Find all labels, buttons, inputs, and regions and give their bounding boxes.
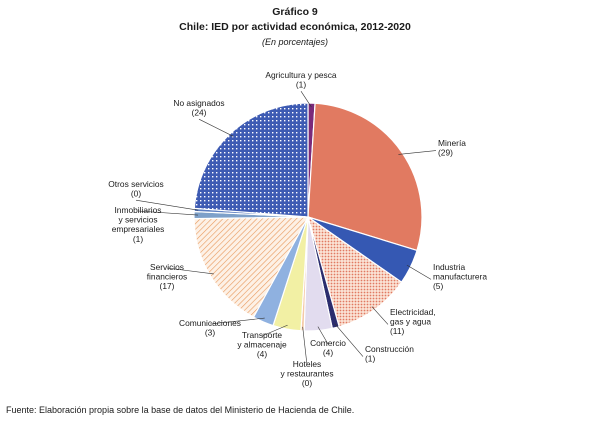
pie-slice-3 [306,215,403,328]
pie-slice-9 [193,216,310,318]
slice-label-6: Hoteles y restaurantes (0) [280,359,333,388]
slice-label-2: Industria manufacturera (5) [433,262,487,291]
pie-slice-12 [193,102,309,218]
leader-line-9 [166,267,214,275]
slice-label-11: Otros servicios (0) [108,179,163,199]
leader-line-2 [406,264,432,280]
leader-line-10 [137,210,199,216]
leader-line-8 [209,317,265,325]
leader-line-11 [135,199,199,211]
leader-line-3 [371,306,389,325]
leader-line-4 [334,323,364,357]
slice-label-5: Comercio (4) [310,338,346,358]
chart-title: Chile: IED por actividad económica, 2012… [179,21,411,33]
chart-source-note: Fuente: Elaboración propia sobre la base… [6,405,355,415]
leader-line-5 [317,326,329,345]
slice-label-4: Construcción (1) [365,344,414,364]
slice-label-10: Inmobiliarios y servicios empresariales (1) [112,205,165,244]
leader-line-6 [302,326,308,366]
pie-slice-1 [307,102,423,252]
slice-label-9: Servicios financieros (17) [147,262,188,291]
pie-chart: Agricultura y pesca (1) Minería (29) Industr… [108,70,487,388]
leader-line-12 [198,118,234,137]
slice-label-8: Comunicaciones (3) [179,318,241,338]
slice-label-7: Transporte y almacenaje (4) [237,330,287,359]
slice-label-1: Minería (29) [438,138,466,158]
chart-subtitle: (En porcentajes) [261,37,329,47]
chart-label-prefix: Gráfico 9 [272,6,318,18]
leader-line-0 [300,91,312,108]
leader-line-7 [261,324,288,337]
slice-label-12: No asignados (24) [173,98,224,118]
leader-line-1 [398,150,437,155]
slice-label-0: Agricultura y pesca (1) [265,70,337,90]
slice-label-3: Electricidad, gas y agua (11) [390,307,436,336]
